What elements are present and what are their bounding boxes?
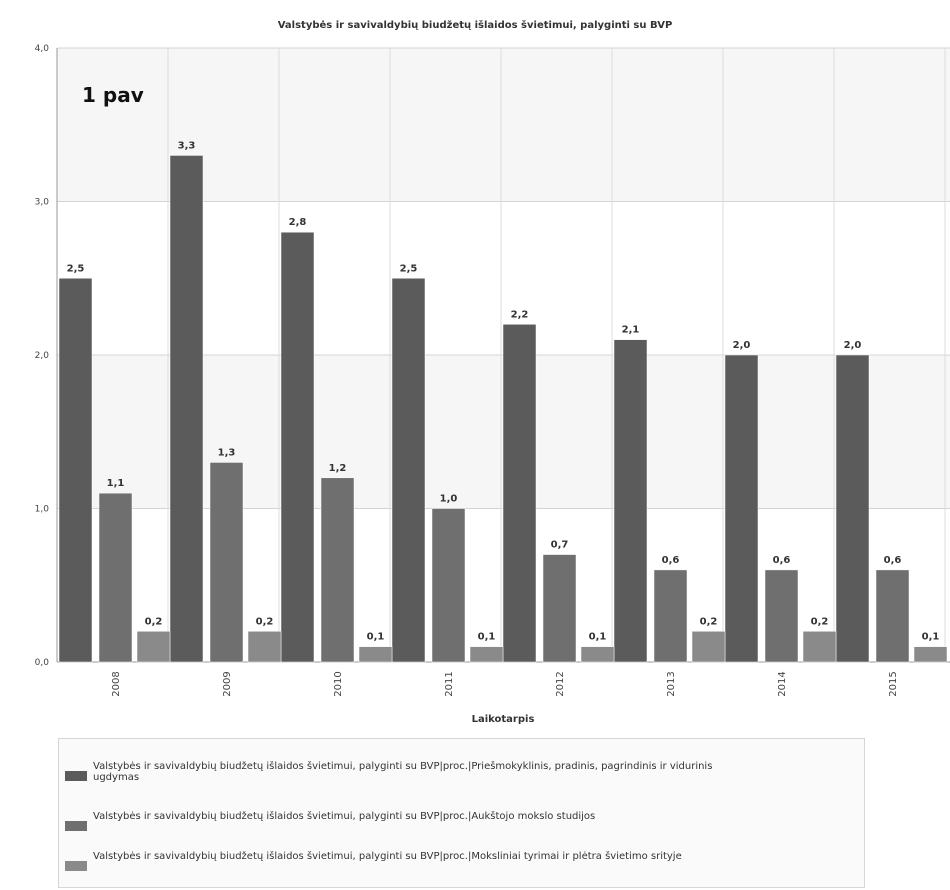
bar-series-1-2010 (280, 231, 315, 663)
bar-series-3-2009 (247, 631, 282, 663)
bar-series-2-2013 (653, 569, 688, 663)
data-label: 2,0 (733, 340, 751, 351)
data-label: 1,1 (107, 478, 125, 489)
data-label: 2,8 (289, 217, 307, 228)
y-tick-label: 0,0 (35, 658, 50, 668)
data-label: 2,1 (622, 325, 640, 336)
bar-series-1-2012 (502, 324, 537, 663)
legend-label-series-1: Valstybės ir savivaldybių biudžetų išlai… (93, 761, 713, 783)
legend-label-series-3: Valstybės ir savivaldybių biudžetų išlai… (93, 851, 682, 862)
y-tick-label: 2,0 (35, 351, 50, 361)
data-label: 0,1 (478, 632, 496, 643)
data-label: 1,3 (218, 447, 236, 458)
x-tick-label: 2008 (111, 671, 122, 696)
chart-legend: Valstybės ir savivaldybių biudžetų išlai… (58, 738, 865, 888)
data-label: 0,7 (551, 540, 569, 551)
x-tick-label: 2010 (333, 671, 344, 696)
bar-series-3-2015 (913, 646, 948, 663)
figure-label: 1 pav (82, 83, 144, 107)
legend-label-series-2: Valstybės ir savivaldybių biudžetų išlai… (93, 811, 596, 822)
data-label: 0,1 (922, 632, 940, 643)
bar-series-3-2014 (802, 631, 837, 663)
legend-swatch-series-3 (65, 861, 87, 871)
data-label: 0,2 (700, 616, 718, 627)
bar-series-1-2014 (724, 354, 759, 663)
data-label: 0,6 (884, 555, 902, 566)
bar-series-1-2015 (835, 354, 870, 663)
bar-series-3-2012 (580, 646, 615, 663)
bar-series-2-2011 (431, 508, 466, 663)
y-tick-label: 3,0 (35, 198, 50, 208)
bar-series-1-2011 (391, 278, 426, 663)
bar-series-3-2011 (469, 646, 504, 663)
data-label: 0,1 (589, 632, 607, 643)
x-tick-label: 2014 (777, 671, 788, 696)
bar-series-3-2013 (691, 631, 726, 663)
bar-chart: 0,0 1,0 2,0 3,0 4,0 2,5 3,3 2,8 2,5 2,2 2,1 2,0 2,0 1… (35, 44, 950, 725)
y-tick-label: 4,0 (35, 44, 50, 54)
bar-series-2-2010 (320, 477, 355, 663)
bar-series-2-2015 (875, 569, 910, 663)
bar-series-3-2010 (358, 646, 393, 663)
bar-series-2-2014 (764, 569, 799, 663)
bar-series-1-2008 (58, 278, 93, 663)
legend-swatch-series-1 (65, 771, 87, 781)
bar-series-1-2013 (613, 339, 648, 663)
data-label: 0,2 (256, 616, 274, 627)
data-label: 2,5 (67, 263, 85, 274)
x-tick-label: 2012 (555, 671, 566, 696)
bar-series-2-2008 (98, 492, 133, 663)
data-label: 0,2 (811, 616, 829, 627)
bar-series-2-2012 (542, 554, 577, 663)
data-label: 0,1 (367, 632, 385, 643)
data-label: 2,2 (511, 309, 529, 320)
bar-series-1-2009 (169, 155, 204, 663)
bar-series-2-2009 (209, 462, 244, 663)
legend-swatch-series-2 (65, 821, 87, 831)
x-tick-label: 2009 (222, 671, 233, 696)
data-label: 0,6 (773, 555, 791, 566)
data-label: 1,2 (329, 463, 347, 474)
data-label: 2,0 (844, 340, 862, 351)
data-label: 2,5 (400, 263, 418, 274)
bar-series-3-2008 (136, 631, 171, 663)
data-label: 3,3 (178, 140, 196, 151)
x-axis-title: Laikotarpis (472, 714, 535, 725)
chart-title: Valstybės ir savivaldybių biudžetų išlai… (277, 20, 673, 31)
x-tick-label: 2015 (888, 671, 899, 696)
plot-band (57, 48, 950, 202)
x-tick-label: 2013 (666, 671, 677, 696)
y-tick-label: 1,0 (35, 505, 50, 515)
x-tick-label: 2011 (444, 671, 455, 696)
data-label: 0,2 (145, 616, 163, 627)
data-label: 0,6 (662, 555, 680, 566)
data-label: 1,0 (440, 494, 458, 505)
